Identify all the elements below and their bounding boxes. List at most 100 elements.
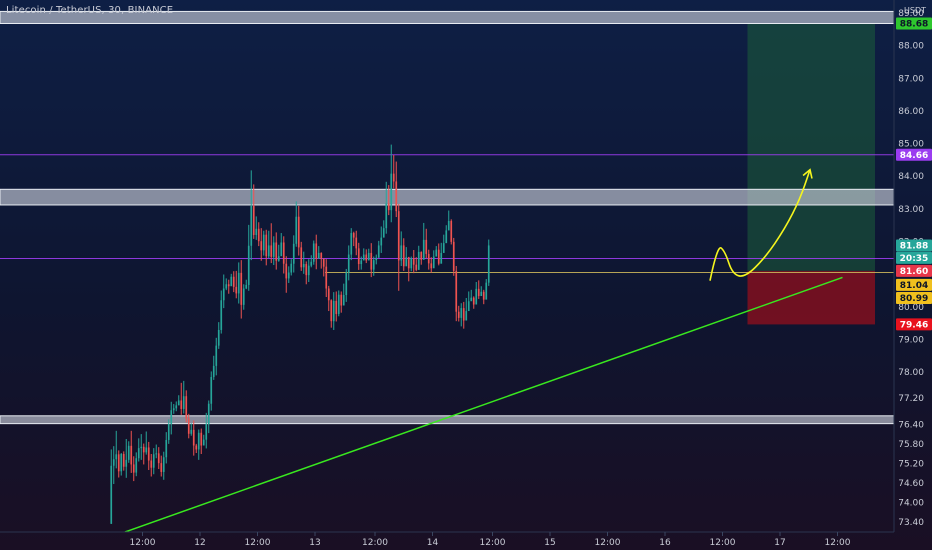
candle-body (415, 264, 418, 270)
price-tick-label: 77.20 (898, 394, 924, 404)
candle-body (367, 252, 370, 261)
candle-33 (192, 420, 195, 456)
candle-118 (405, 247, 408, 267)
candle-body (462, 308, 465, 321)
candle-83 (317, 246, 320, 259)
candle-body (425, 239, 428, 254)
candle-44 (220, 290, 223, 334)
price-tag-bg (896, 318, 932, 331)
candle-71 (287, 266, 290, 283)
price-tag-84.66: 84.66 (896, 148, 932, 161)
candle-78 (305, 261, 308, 285)
candle-body (440, 252, 443, 264)
candle-body (200, 432, 203, 446)
candle-85 (322, 258, 325, 277)
candle-body (287, 272, 290, 279)
candle-body (267, 245, 270, 257)
price-tag-text: 20:35 (900, 254, 929, 264)
price-tick-label: 88.00 (898, 42, 924, 52)
candle-135 (447, 210, 450, 231)
candle-10 (135, 452, 138, 477)
candle-body (447, 220, 450, 231)
candle-body (162, 457, 165, 472)
candle-64 (270, 223, 273, 264)
candle-body (112, 459, 115, 466)
candle-121 (412, 250, 415, 274)
candle-body (215, 345, 218, 366)
price-tick-label: 86.00 (898, 107, 924, 117)
price-tag-81.88: 81.88 (896, 239, 932, 252)
candle-body (212, 365, 215, 377)
price-tick-label: 74.00 (898, 499, 924, 509)
long-position-stop-zone (747, 270, 875, 325)
price-tag-bg (896, 291, 932, 304)
candle-99 (357, 242, 360, 270)
price-tag-text: 79.46 (900, 321, 928, 331)
candle-77 (302, 251, 305, 274)
candle-20 (160, 455, 163, 477)
candle-23 (167, 419, 170, 444)
candle-body (407, 257, 410, 269)
candle-body (295, 216, 298, 244)
price-tick-label: 78.00 (898, 368, 924, 378)
candle-body (110, 465, 113, 524)
price-tag-81.60: 81.60 (896, 264, 932, 277)
candle-68 (280, 233, 283, 257)
candle-body (320, 252, 323, 259)
candle-46 (225, 278, 228, 291)
time-tick-label: 12:00 (710, 538, 736, 548)
candle-body (457, 311, 460, 318)
candle-0 (110, 449, 113, 524)
candle-body (435, 249, 438, 257)
projection-curve (709, 169, 811, 281)
time-tick-label: 15 (544, 538, 555, 548)
chart-title: Litecoin / TetherUS, 30, BINANCE (6, 5, 174, 16)
price-tag-text: 81.88 (900, 242, 928, 252)
candle-body (382, 228, 385, 238)
candle-92 (340, 291, 343, 313)
candle-49 (232, 271, 235, 293)
candle-body (205, 423, 208, 440)
candle-4 (120, 453, 123, 476)
candle-body (282, 242, 285, 264)
candle-54 (245, 279, 248, 290)
candle-body (210, 376, 213, 404)
candle-19 (157, 447, 160, 470)
candle-body (182, 396, 185, 409)
candle-body (355, 237, 358, 249)
candle-98 (355, 230, 358, 256)
candle-body (340, 294, 343, 306)
price-tags: 88.68 84.66 81.88 20:35 81.60 81.04 80.99 79.46 (896, 17, 932, 331)
candle-119 (407, 256, 410, 282)
candle-150 (485, 279, 488, 300)
sr-zone-0 (0, 10, 894, 24)
price-tick-label: 74.60 (898, 479, 924, 489)
candle-2 (115, 430, 118, 469)
candle-body (240, 272, 243, 305)
candle-body (260, 241, 263, 251)
candle-body (365, 254, 368, 261)
time-axis[interactable]: 12:00 12 12:00 13 12:00 14 12:00 15 12:00 16 12:00… (130, 532, 851, 548)
candle-6 (125, 438, 128, 478)
candle-body (190, 429, 193, 434)
candle-body (370, 252, 373, 270)
candle-148 (480, 286, 483, 297)
candle-body (390, 173, 393, 211)
candle-126 (425, 228, 428, 259)
candle-body (360, 260, 363, 265)
candle-123 (417, 245, 420, 270)
candle-131 (437, 243, 440, 266)
candle-80 (310, 255, 313, 268)
candle-128 (430, 257, 433, 273)
candle-125 (422, 222, 425, 260)
price-tag-bg (896, 148, 932, 161)
candle-body (375, 257, 378, 261)
candle-12 (140, 434, 143, 460)
candle-body (422, 239, 425, 260)
candle-body (132, 464, 135, 473)
candle-body (150, 460, 153, 468)
candle-30 (185, 390, 188, 423)
time-tick-label: 13 (309, 538, 320, 548)
